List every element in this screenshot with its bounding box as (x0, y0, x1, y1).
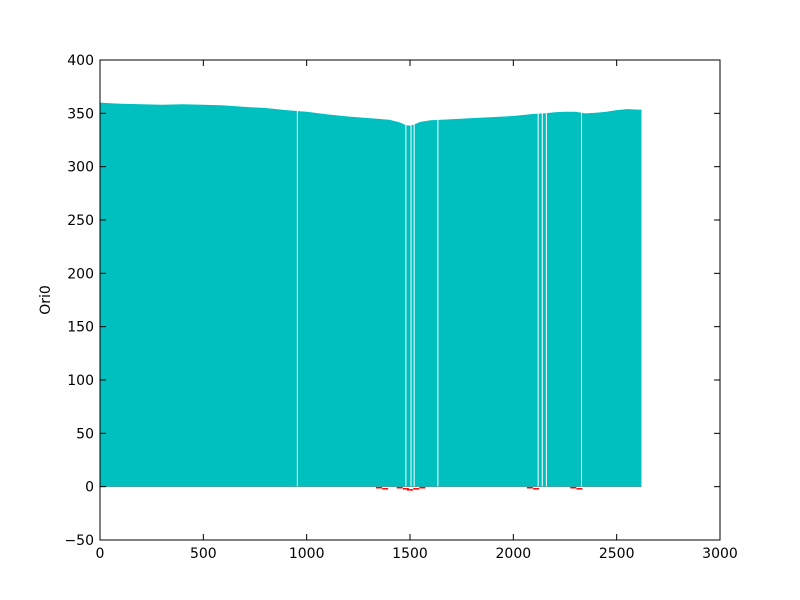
x-tick-label: 1000 (289, 546, 325, 562)
y-tick-label: 250 (67, 213, 94, 229)
y-tick-label: 50 (76, 426, 94, 442)
y-tick-label: 0 (85, 480, 94, 496)
x-tick-label: 2000 (496, 546, 532, 562)
axes: 0 500 1000 1500 2000 2500 3000−500501001502002… (64, 53, 737, 562)
x-tick-label: 2500 (599, 546, 635, 562)
y-tick-label: −50 (64, 533, 94, 549)
y-tick-label: 200 (67, 266, 94, 282)
series-area-cyan (100, 102, 642, 487)
y-tick-label: 400 (67, 53, 94, 69)
x-tick-label: 500 (190, 546, 217, 562)
y-tick-label: 150 (67, 320, 94, 336)
plot-area (100, 60, 642, 491)
y-tick-label: 300 (67, 160, 94, 176)
y-tick-label: 100 (67, 373, 94, 389)
x-tick-label: 1500 (392, 546, 428, 562)
y-axis-label: Ori0 (38, 285, 54, 315)
x-tick-label: 3000 (702, 546, 738, 562)
x-tick-label: 0 (96, 546, 105, 562)
y-tick-label: 350 (67, 106, 94, 122)
